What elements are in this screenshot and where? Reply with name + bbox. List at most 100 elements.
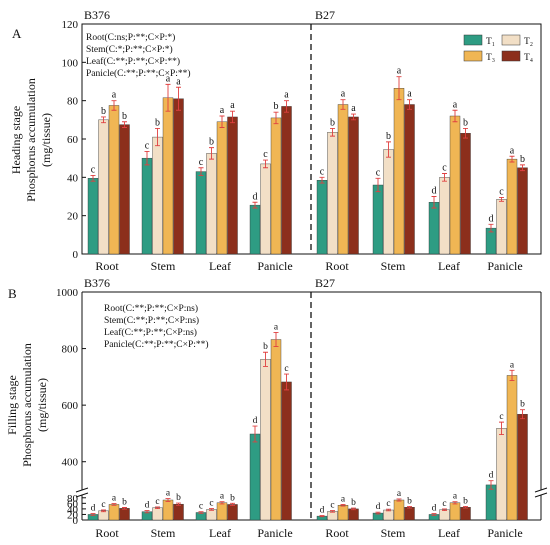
- error-bar: [520, 409, 525, 420]
- significance-letter: c: [199, 157, 204, 168]
- bar-b376-panicle-t4: [281, 381, 292, 521]
- error-bar: [509, 369, 515, 381]
- category-label: Leaf: [438, 526, 460, 540]
- bar-b376-leaf-t4: [227, 504, 238, 521]
- significance-letter: b: [351, 498, 356, 508]
- bar-b27-stem-t3: [393, 499, 405, 521]
- bar-b27-panicle-t4: [517, 167, 528, 255]
- bar-b376-leaf-t1: [195, 171, 207, 255]
- error-bar: [230, 110, 235, 124]
- panel-a-group-b27: B27: [315, 8, 335, 22]
- significance-letter: a: [166, 489, 171, 499]
- panel-a-annotation-leaf: Leaf(C:**;P:**;C×P:**): [86, 56, 180, 67]
- error-bar: [273, 111, 279, 125]
- error-bar: [396, 76, 402, 101]
- error-bar: [122, 121, 127, 128]
- y-tick-label: 60: [67, 134, 79, 146]
- significance-letter: c: [442, 163, 447, 174]
- error-bar: [407, 99, 412, 110]
- significance-letter: a: [176, 76, 181, 87]
- bar-b376-root-t2: [98, 119, 109, 255]
- significance-letter: d: [253, 191, 258, 202]
- panel-a-letter: A: [12, 26, 22, 41]
- bar-b376-panicle-t2: [260, 359, 271, 521]
- significance-letter: c: [145, 140, 150, 151]
- axis-break-mark-right: [534, 487, 548, 498]
- error-bar: [520, 164, 525, 172]
- error-bar: [209, 147, 214, 160]
- error-bar: [488, 223, 494, 233]
- bar-b376-panicle-t3: [270, 339, 282, 521]
- error-bar: [252, 201, 258, 209]
- category-label: Panicle: [257, 526, 292, 540]
- bar-b376-leaf-t4: [227, 116, 238, 255]
- panel-b-annotation-leaf: Leaf(C:**;P:**;C×P:ns): [104, 327, 197, 338]
- error-bar: [375, 511, 381, 515]
- category-label: Panicle: [487, 526, 522, 540]
- bar-b376-stem-t4: [173, 98, 184, 255]
- bar-b376-stem-t2: [152, 507, 163, 521]
- bar-b27-stem-t4: [404, 104, 415, 255]
- error-bar: [340, 99, 346, 110]
- category-label: Root: [95, 526, 119, 540]
- bar-b376-panicle-t3: [270, 117, 282, 255]
- error-bar: [284, 100, 289, 113]
- error-bar: [319, 176, 325, 184]
- panel-b-group-b376: B376: [84, 276, 110, 290]
- y-tick-label: 20: [67, 211, 79, 223]
- bar-b376-root-t2: [98, 510, 109, 521]
- error-bar: [219, 115, 225, 128]
- error-bar: [340, 503, 346, 507]
- bar-b27-stem-t3: [393, 88, 405, 255]
- significance-letter: b: [330, 117, 335, 128]
- category-label: Leaf: [209, 259, 231, 273]
- significance-letter: c: [284, 364, 288, 374]
- error-bar: [101, 116, 106, 124]
- significance-letter: b: [122, 111, 127, 122]
- y-tick-label: 40: [67, 172, 79, 184]
- error-bar: [396, 498, 402, 502]
- y-tick-label: 40: [67, 504, 79, 516]
- bar-b27-panicle-t2: [496, 428, 507, 521]
- category-label: Stem: [151, 526, 176, 540]
- error-bar: [375, 177, 381, 193]
- error-bar: [407, 505, 412, 509]
- legend: T₁ T₂ T₃ T₄: [463, 34, 533, 63]
- bar-b376-leaf-t2: [206, 153, 217, 255]
- bar-b27-root-t4: [348, 116, 359, 255]
- significance-letter: c: [499, 412, 503, 422]
- bar-b27-panicle-t2: [496, 199, 507, 255]
- bar-b376-panicle-t1: [249, 204, 261, 255]
- significance-letter: c: [499, 186, 504, 197]
- y-tick-label: 0: [73, 249, 79, 261]
- significance-letter: b: [155, 117, 160, 128]
- error-bar: [230, 502, 235, 507]
- bar-b27-stem-t2: [383, 149, 394, 255]
- bar-b376-stem-t3: [162, 97, 174, 255]
- significance-letter: c: [209, 499, 213, 509]
- significance-letter: a: [341, 494, 346, 504]
- panel-b-category-labels: Root Stem Leaf Panicle Root Stem Leaf Panicle: [95, 526, 522, 540]
- significance-letter: c: [199, 502, 203, 512]
- bar-b27-leaf-t4: [460, 507, 471, 521]
- panel-a-category-labels: Root Stem Leaf Panicle Root Stem Leaf Panicle: [95, 259, 522, 273]
- significance-letter: b: [263, 342, 268, 352]
- error-bar: [386, 508, 391, 512]
- error-bar: [330, 510, 335, 513]
- significance-letter: c: [91, 164, 96, 175]
- y-tick-label: 20: [67, 509, 79, 521]
- significance-letter: a: [397, 489, 402, 499]
- category-label: Stem: [151, 259, 176, 273]
- significance-letter: a: [341, 89, 346, 100]
- bar-b27-leaf-t4: [460, 133, 471, 255]
- category-label: Panicle: [257, 259, 292, 273]
- y-tick-label: 800: [62, 344, 79, 356]
- bar-b376-root-t4: [119, 508, 130, 521]
- significance-letter: a: [220, 492, 225, 502]
- significance-letter: a: [510, 360, 515, 370]
- category-label: Stem: [381, 526, 406, 540]
- error-bar: [263, 159, 268, 169]
